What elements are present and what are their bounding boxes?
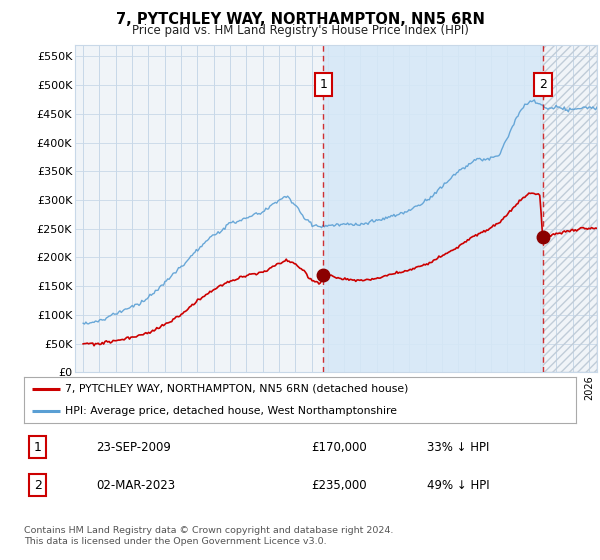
Text: Contains HM Land Registry data © Crown copyright and database right 2024.
This d: Contains HM Land Registry data © Crown c… xyxy=(24,526,394,546)
Text: 23-SEP-2009: 23-SEP-2009 xyxy=(96,441,170,454)
Bar xyxy=(542,45,597,372)
Text: 1: 1 xyxy=(320,78,328,91)
Text: 2: 2 xyxy=(34,479,42,492)
Text: 7, PYTCHLEY WAY, NORTHAMPTON, NN5 6RN (detached house): 7, PYTCHLEY WAY, NORTHAMPTON, NN5 6RN (d… xyxy=(65,384,409,394)
Text: HPI: Average price, detached house, West Northamptonshire: HPI: Average price, detached house, West… xyxy=(65,406,397,416)
Text: 49% ↓ HPI: 49% ↓ HPI xyxy=(427,479,490,492)
Text: 7, PYTCHLEY WAY, NORTHAMPTON, NN5 6RN: 7, PYTCHLEY WAY, NORTHAMPTON, NN5 6RN xyxy=(116,12,484,27)
Text: Price paid vs. HM Land Registry's House Price Index (HPI): Price paid vs. HM Land Registry's House … xyxy=(131,24,469,36)
Bar xyxy=(323,45,542,372)
Text: 33% ↓ HPI: 33% ↓ HPI xyxy=(427,441,490,454)
Text: £170,000: £170,000 xyxy=(311,441,367,454)
Text: £235,000: £235,000 xyxy=(311,479,367,492)
Text: 1: 1 xyxy=(34,441,42,454)
Text: 02-MAR-2023: 02-MAR-2023 xyxy=(96,479,175,492)
Text: 2: 2 xyxy=(539,78,547,91)
